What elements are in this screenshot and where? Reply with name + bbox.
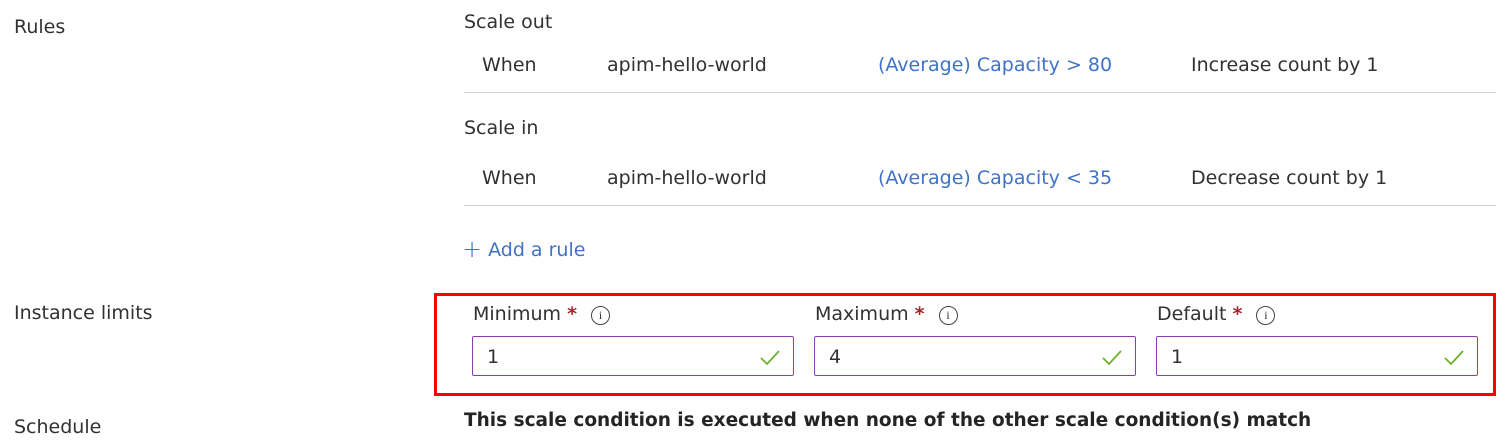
info-icon[interactable]: i [591,306,610,325]
checkmark-icon [1444,350,1464,366]
instance-limits-label: Instance limits [14,302,153,324]
rule-condition-link[interactable]: (Average) Capacity < 35 [878,167,1113,189]
checkmark-icon [1102,350,1122,366]
rule-condition-link[interactable]: (Average) Capacity > 80 [878,54,1113,76]
divider [464,205,1496,206]
rule-action: Decrease count by 1 [1191,167,1388,189]
required-icon: * [1232,303,1243,325]
rule-resource: apim-hello-world [607,167,767,189]
highlight-box [434,293,1496,396]
scale-in-heading: Scale in [464,117,539,139]
minimum-label: Minimum * i [473,302,610,326]
add-rule-button[interactable]: + Add a rule [462,237,585,262]
schedule-label: Schedule [14,416,102,438]
scale-out-heading: Scale out [464,11,553,33]
maximum-input[interactable]: 4 [814,336,1136,376]
plus-icon: + [462,235,483,263]
info-icon[interactable]: i [1256,306,1276,325]
maximum-label: Maximum * i [815,302,958,326]
default-value: 1 [1171,346,1184,368]
rule-resource: apim-hello-world [607,54,767,76]
minimum-label-text: Minimum [473,303,562,325]
default-label: Default * i [1157,302,1276,326]
rule-when: When [482,167,537,189]
minimum-value: 1 [487,346,500,368]
required-icon: * [914,303,925,325]
rules-label: Rules [14,16,66,38]
info-icon[interactable]: i [938,306,958,325]
default-input[interactable]: 1 [1156,336,1478,376]
rule-when: When [482,54,537,76]
add-rule-label: Add a rule [488,239,586,261]
maximum-value: 4 [829,346,842,368]
checkmark-icon [760,350,780,366]
minimum-input[interactable]: 1 [472,336,794,376]
maximum-label-text: Maximum [815,303,909,325]
divider [464,92,1496,93]
schedule-description: This scale condition is executed when no… [464,410,1312,431]
rule-action: Increase count by 1 [1191,54,1379,76]
default-label-text: Default [1157,303,1227,325]
required-icon: * [567,303,577,325]
